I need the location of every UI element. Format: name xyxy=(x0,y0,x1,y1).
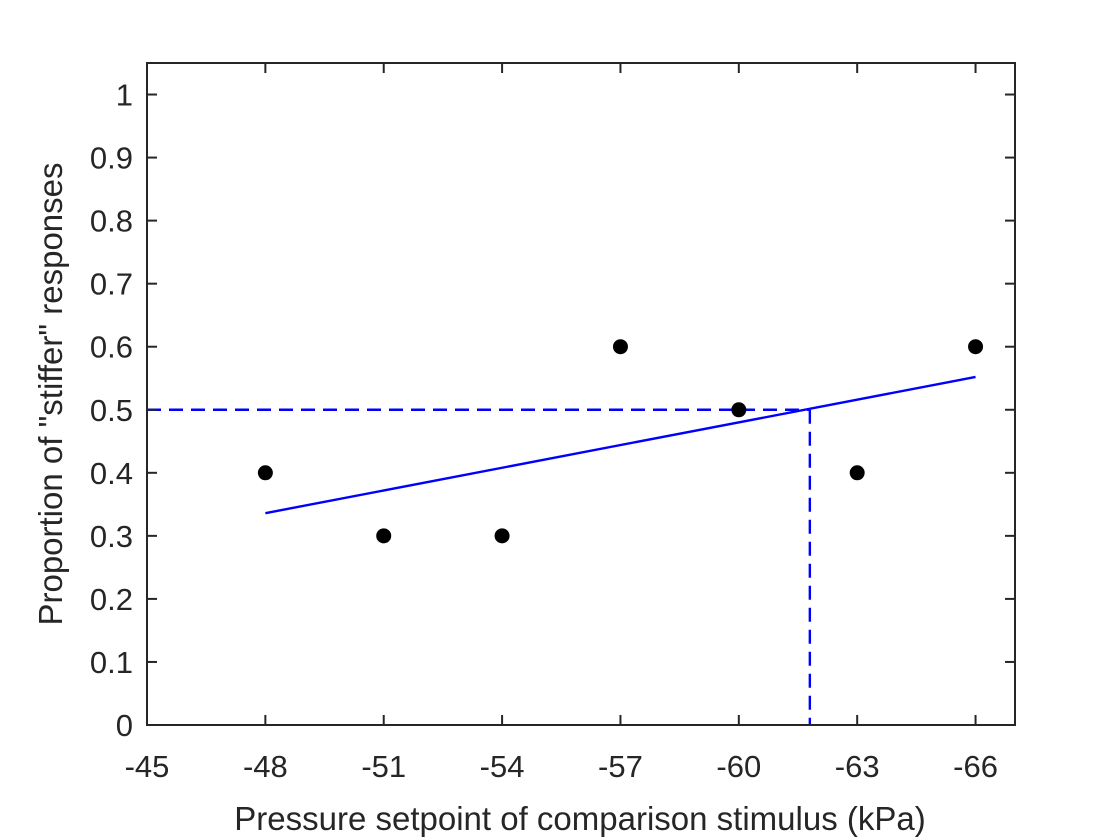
y-tick-label: 0.4 xyxy=(90,456,133,491)
y-tick-label: 0.7 xyxy=(90,267,133,302)
plot-area xyxy=(146,62,1016,726)
x-tick-label: -66 xyxy=(953,749,998,784)
y-tick-label: 0.6 xyxy=(90,330,133,365)
data-point xyxy=(968,339,984,355)
tick-marks xyxy=(146,63,1015,726)
y-tick-label: 0.2 xyxy=(90,582,133,617)
data-point xyxy=(257,465,273,481)
y-tick-label: 0.5 xyxy=(90,393,133,428)
x-tick-label: -63 xyxy=(835,749,880,784)
y-axis-label: Proportion of "stiffer" responses xyxy=(32,162,69,625)
x-tick-label: -45 xyxy=(125,749,170,784)
fit-line xyxy=(265,375,976,515)
data-point xyxy=(849,465,865,481)
y-tick-label: 0 xyxy=(116,708,133,743)
x-tick-label: -57 xyxy=(598,749,643,784)
x-tick-label: -48 xyxy=(243,749,288,784)
data-point xyxy=(612,339,628,355)
data-point xyxy=(494,528,510,544)
y-tick-label: 0.9 xyxy=(90,141,133,176)
y-tick-label: 0.1 xyxy=(90,645,133,680)
x-tick-label: -60 xyxy=(716,749,761,784)
y-tick-label: 1 xyxy=(116,78,133,113)
x-tick-label: -51 xyxy=(361,749,406,784)
y-tick-label: 0.3 xyxy=(90,519,133,554)
tick-labels: -45 -48 -51 -54 -57 -60 -63 -66 0 0.1 0.2 0.3 0.4 0.5… xyxy=(90,78,998,784)
data-point xyxy=(376,528,392,544)
y-tick-label: 0.8 xyxy=(90,204,133,239)
axes-box xyxy=(146,62,1016,726)
x-tick-label: -54 xyxy=(480,749,525,784)
x-axis-label: Pressure setpoint of comparison stimulus… xyxy=(234,800,925,837)
data-point xyxy=(731,402,747,418)
